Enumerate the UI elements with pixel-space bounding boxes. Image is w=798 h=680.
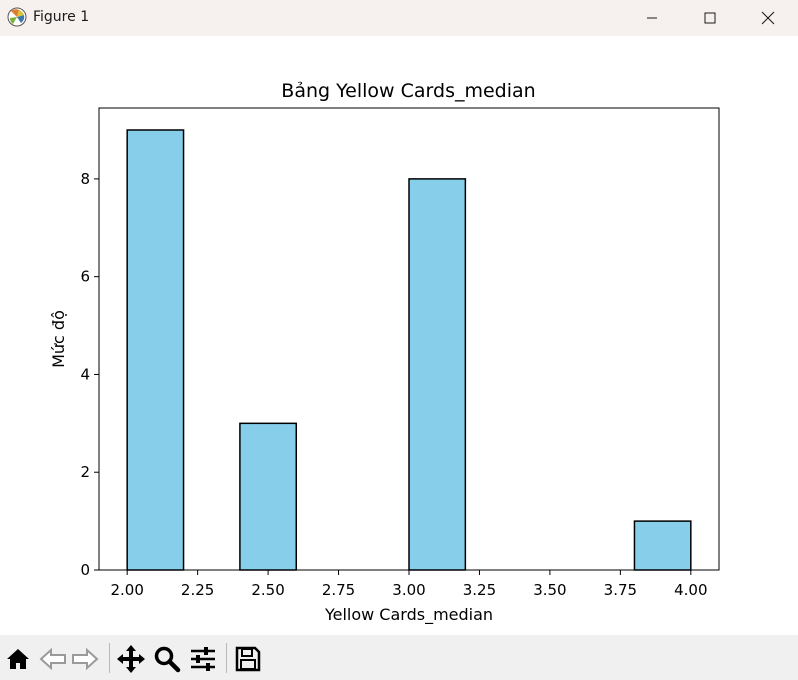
close-button[interactable]	[739, 0, 797, 36]
histogram-bar	[126, 129, 185, 571]
zoom-icon	[154, 646, 181, 673]
forward-arrow-icon	[72, 647, 99, 671]
configure-subplots-icon	[191, 647, 215, 671]
y-tick-label: 4	[80, 365, 90, 383]
y-tick-label: 6	[80, 268, 90, 286]
axes-frame	[98, 107, 720, 571]
matplotlib-logo-icon	[7, 7, 27, 27]
chart-title: Bảng Yellow Cards_median	[281, 80, 535, 102]
back-button[interactable]	[38, 644, 68, 674]
maximize-button[interactable]	[681, 0, 739, 36]
minimize-button[interactable]	[623, 0, 681, 36]
home-button[interactable]	[3, 644, 33, 674]
y-tick-label: 8	[80, 170, 90, 188]
x-tick-label: 3.50	[533, 581, 566, 599]
x-tick-label: 2.75	[322, 581, 355, 599]
toolbar-separator	[109, 643, 110, 673]
toolbar-separator	[226, 643, 227, 673]
save-icon	[235, 646, 261, 672]
home-icon	[7, 649, 29, 669]
x-tick-label: 2.00	[110, 581, 143, 599]
close-icon	[761, 11, 775, 25]
x-tick-label: 3.75	[604, 581, 637, 599]
minimize-icon	[647, 17, 657, 19]
histogram-bar	[239, 422, 298, 571]
x-tick-label: 3.00	[392, 581, 425, 599]
y-tick-label: 0	[80, 561, 90, 579]
window-titlebar: Figure 1	[0, 0, 798, 36]
x-tick-label: 2.25	[181, 581, 214, 599]
y-tick-label: 2	[80, 463, 90, 481]
x-axis-label: Yellow Cards_median	[324, 605, 493, 625]
pan-icon	[117, 645, 145, 673]
x-tick-label: 4.00	[674, 581, 707, 599]
x-tick-label: 3.25	[463, 581, 496, 599]
maximize-icon	[704, 12, 716, 24]
histogram-bar	[408, 178, 467, 571]
back-arrow-icon	[39, 647, 66, 671]
x-tick-label: 2.50	[251, 581, 284, 599]
histogram-bar	[633, 520, 692, 571]
zoom-button[interactable]	[152, 644, 182, 674]
histogram-chart: Bảng Yellow Cards_median 2.00 2.25 2.50 2.7…	[49, 80, 720, 625]
navigation-toolbar	[0, 635, 798, 680]
pan-button[interactable]	[116, 644, 146, 674]
y-axis-label: Mức độ	[49, 310, 68, 368]
forward-button[interactable]	[70, 644, 100, 674]
window-title: Figure 1	[33, 9, 90, 25]
configure-subplots-button[interactable]	[188, 644, 218, 674]
save-button[interactable]	[233, 644, 263, 674]
